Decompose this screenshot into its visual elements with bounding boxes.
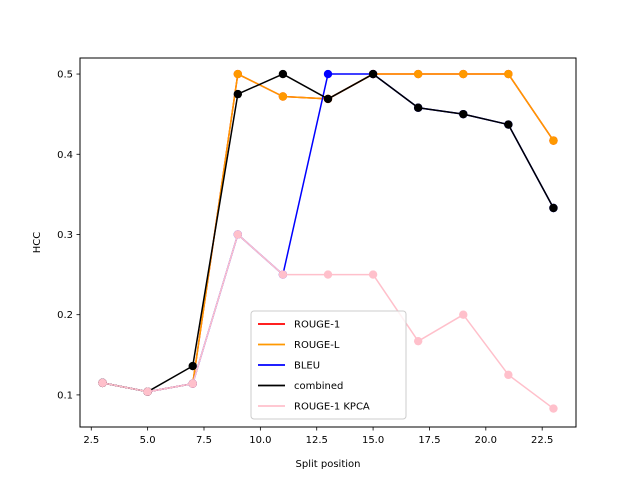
data-point bbox=[413, 103, 423, 112]
plot-frame bbox=[79, 57, 577, 428]
y-tick-label: 0.4 bbox=[57, 150, 73, 161]
data-point bbox=[323, 69, 333, 79]
data-point bbox=[504, 69, 513, 79]
data-point bbox=[188, 379, 197, 388]
x-tick-label: 2.5 bbox=[83, 435, 99, 446]
legend-label: BLEU bbox=[294, 361, 320, 372]
y-axis: 0.1 0.2 0.3 0.4 0.5 bbox=[57, 70, 80, 401]
series-layer bbox=[98, 69, 558, 413]
legend-label: ROUGE-1 KPCA bbox=[294, 402, 370, 413]
x-tick-label: 10.0 bbox=[249, 435, 271, 446]
x-axis-label: Split position bbox=[296, 459, 361, 470]
data-point bbox=[278, 92, 288, 101]
y-axis-label: HCC bbox=[32, 232, 43, 254]
data-point bbox=[413, 69, 423, 79]
legend-label: combined bbox=[294, 381, 343, 392]
y-tick-label: 0.3 bbox=[57, 230, 73, 241]
x-tick-label: 22.5 bbox=[531, 435, 553, 446]
data-point bbox=[98, 378, 107, 388]
x-tick-label: 7.5 bbox=[196, 435, 212, 446]
legend-label: ROUGE-1 bbox=[294, 320, 340, 331]
data-point bbox=[143, 387, 152, 396]
y-tick-label: 0.5 bbox=[57, 70, 73, 81]
data-point bbox=[233, 230, 243, 239]
data-point bbox=[278, 69, 288, 79]
data-point bbox=[549, 203, 558, 213]
data-point bbox=[188, 361, 197, 371]
x-tick-label: 17.5 bbox=[418, 435, 440, 446]
x-tick-label: 12.5 bbox=[306, 435, 328, 446]
data-point bbox=[459, 69, 468, 79]
data-point bbox=[368, 270, 378, 279]
x-tick-label: 5.0 bbox=[140, 435, 156, 446]
legend-box bbox=[250, 310, 407, 420]
data-point bbox=[549, 404, 558, 413]
data-point bbox=[233, 69, 243, 79]
x-tick-label: 20.0 bbox=[475, 435, 497, 446]
data-point bbox=[323, 94, 333, 104]
x-tick-label: 15.0 bbox=[362, 435, 384, 446]
data-point bbox=[278, 270, 288, 279]
y-tick-label: 0.1 bbox=[57, 390, 73, 401]
data-point bbox=[504, 120, 513, 129]
data-point bbox=[459, 310, 468, 319]
y-tick-label: 0.2 bbox=[57, 310, 73, 321]
x-axis: 2.5 5.0 7.5 10.0 12.5 15.0 17.5 20.0 22.5 bbox=[83, 427, 553, 446]
data-point bbox=[413, 336, 423, 346]
data-point bbox=[368, 69, 378, 79]
data-point bbox=[323, 270, 333, 279]
data-point bbox=[459, 109, 468, 119]
series-rouge-1-kpca bbox=[98, 230, 558, 413]
legend-label: ROUGE-L bbox=[294, 340, 340, 351]
data-point bbox=[504, 370, 513, 380]
legend: ROUGE-1 ROUGE-L BLEU combined ROUGE-1 KPCA bbox=[250, 310, 407, 420]
data-point bbox=[233, 89, 243, 99]
data-point bbox=[549, 136, 558, 145]
